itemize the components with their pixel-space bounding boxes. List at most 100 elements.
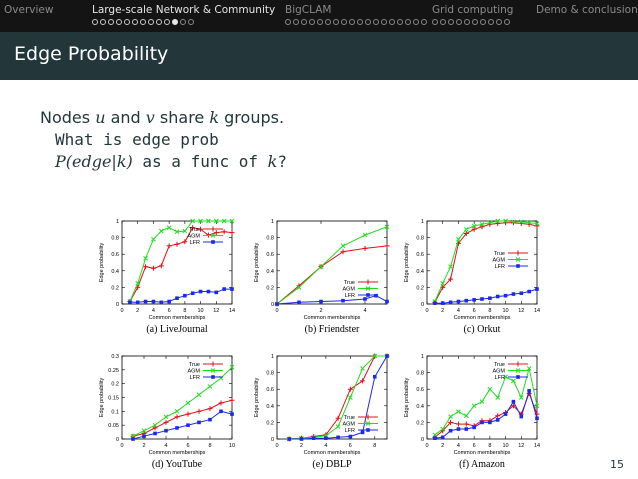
nav-slide-dot[interactable] (188, 19, 194, 25)
x-axis-label: Common memberships (454, 450, 511, 456)
legend-label-agm: AGM (492, 369, 505, 375)
data-point (479, 224, 485, 230)
text-as-func-of: as a func of (132, 152, 268, 171)
nav-slide-dot[interactable] (496, 19, 502, 25)
nav-slide-dot[interactable] (156, 19, 162, 25)
data-point (516, 264, 520, 268)
x-axis-label: Common memberships (454, 315, 511, 321)
nav-slide-dot[interactable] (132, 19, 138, 25)
nav-section-grid-computing[interactable]: Grid computing (432, 4, 514, 16)
data-point (534, 403, 540, 409)
data-point (433, 436, 437, 440)
nav-slide-dot[interactable] (309, 19, 315, 25)
nav-slide-dot[interactable] (140, 19, 146, 25)
x-tick-label: 8 (208, 443, 211, 449)
data-point (515, 361, 521, 367)
nav-slide-dot[interactable] (164, 19, 170, 25)
nav-section-large-scale-network-community[interactable]: Large-scale Network & Community (92, 4, 276, 16)
nav-section-overview[interactable]: Overview (4, 4, 54, 16)
x-axis-label: Common memberships (304, 450, 361, 456)
nav-slide-dot[interactable] (373, 19, 379, 25)
series-line-true (132, 399, 233, 437)
nav-slide-dot[interactable] (397, 19, 403, 25)
x-tick-label: 10 (503, 443, 509, 449)
x-tick-label: 6 (473, 308, 476, 314)
nav-slide-dot[interactable] (116, 19, 122, 25)
nav-slide-dot[interactable] (108, 19, 114, 25)
nav-section-demo-conclusion[interactable]: Demo & conclusion (536, 4, 638, 16)
nav-section-bigclam[interactable]: BigCLAM (285, 4, 332, 16)
nav-slide-dot[interactable] (389, 19, 395, 25)
data-point (175, 296, 179, 300)
nav-slide-dot[interactable] (341, 19, 347, 25)
var-v: v (145, 108, 155, 127)
nav-slide-dot[interactable] (349, 19, 355, 25)
y-tick-label: 0.6 (416, 252, 424, 258)
text-nodes: Nodes (40, 108, 96, 127)
page-number: 15 (610, 458, 624, 471)
legend-label-agm: AGM (342, 422, 355, 428)
data-point (440, 280, 446, 286)
data-point (495, 294, 500, 299)
nav-slide-dots (92, 19, 194, 27)
data-point (128, 300, 132, 305)
data-point (163, 414, 169, 420)
nav-slide-dot[interactable] (488, 19, 494, 25)
plot-frame (276, 355, 388, 440)
plot-frame (276, 220, 388, 305)
y-tick-label: 0 (116, 302, 119, 308)
y-tick-label: 0.1 (111, 409, 119, 415)
nav-slide-dot[interactable] (413, 19, 419, 25)
data-point (479, 399, 485, 405)
nav-slide-dot[interactable] (301, 19, 307, 25)
data-point (183, 293, 187, 298)
nav-slide-dot[interactable] (480, 19, 486, 25)
y-axis-label: Edge probability (404, 243, 410, 283)
nav-slide-dot[interactable] (317, 19, 323, 25)
nav-slide-dot[interactable] (92, 19, 98, 25)
legend-label-agm: AGM (492, 258, 505, 264)
nav-slide-dot[interactable] (293, 19, 299, 25)
data-point (456, 427, 461, 431)
nav-slide-dot[interactable] (432, 19, 438, 25)
series-line-agm (129, 220, 232, 302)
data-point (210, 226, 216, 232)
nav-slide-dot[interactable] (357, 19, 363, 25)
nav-slide-dot[interactable] (333, 19, 339, 25)
data-point (488, 296, 492, 300)
data-point (210, 233, 216, 238)
nav-slide-dot[interactable] (504, 19, 510, 25)
nav-slide-dot[interactable] (421, 19, 427, 25)
nav-slide-dot[interactable] (148, 19, 154, 25)
nav-slide-dot[interactable] (325, 19, 331, 25)
var-u: u (95, 108, 106, 127)
legend-label-true: True (189, 362, 200, 368)
nav-slide-dot[interactable] (440, 19, 446, 25)
y-tick-label: 1 (271, 354, 274, 360)
data-point (150, 265, 156, 271)
y-tick-label: 0.4 (111, 269, 119, 275)
data-point (151, 236, 156, 242)
nav-slide-dot[interactable] (172, 19, 178, 25)
nav-slide-dot[interactable] (124, 19, 130, 25)
nav-slide-dot[interactable] (456, 19, 462, 25)
y-tick-label: 0.3 (111, 354, 119, 360)
legend-label-true: True (189, 227, 200, 233)
nav-slide-dot[interactable] (285, 19, 291, 25)
nav-slide-dot[interactable] (365, 19, 371, 25)
nav-slide-dot[interactable] (100, 19, 106, 25)
legend-label-lfr: LFR (345, 293, 355, 299)
nav-slide-dot[interactable] (464, 19, 470, 25)
nav-slide-dot[interactable] (381, 19, 387, 25)
legend-label-lfr: LFR (190, 240, 200, 246)
x-tick-label: 4 (152, 308, 155, 314)
data-point (448, 419, 454, 425)
nav-slide-dot[interactable] (180, 19, 186, 25)
nav-slide-dot[interactable] (448, 19, 454, 25)
y-axis-label: Edge probability (99, 243, 105, 283)
nav-slide-dot[interactable] (405, 19, 411, 25)
data-point (153, 431, 157, 436)
nav-slide-dot[interactable] (472, 19, 478, 25)
